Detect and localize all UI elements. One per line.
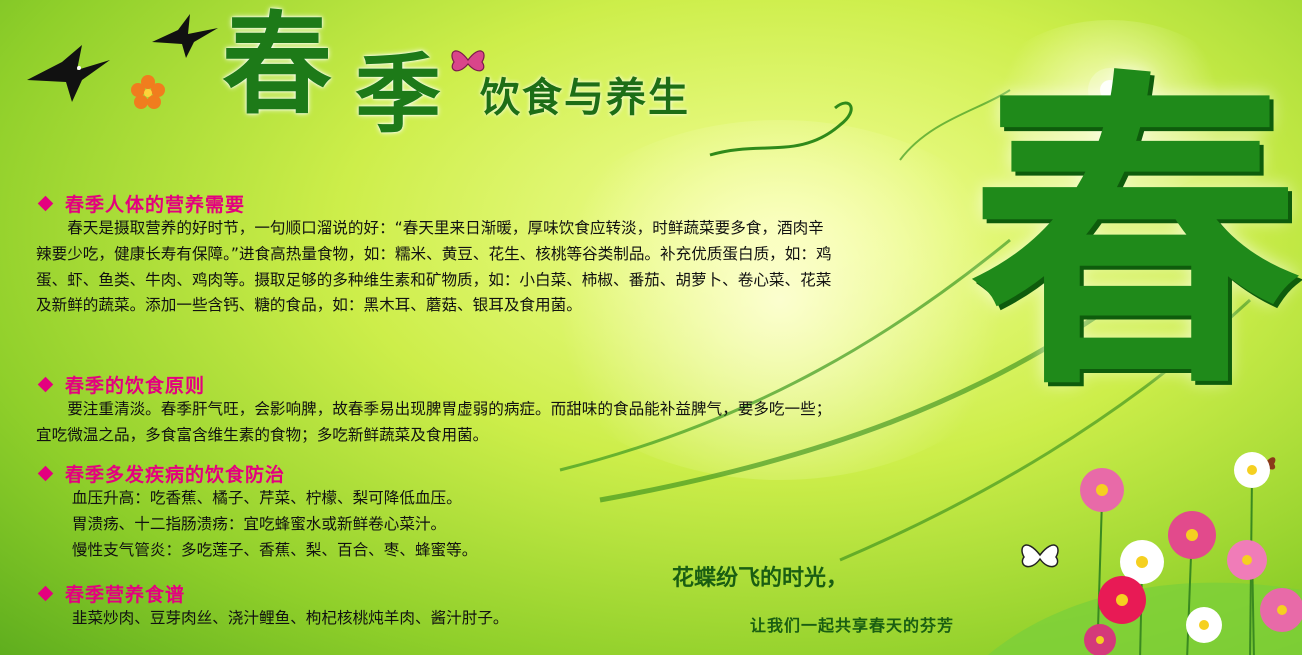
slogan-line-1: 花蝶纷飞的时光， [672,565,849,591]
flower-cluster [988,452,1302,655]
section-heading-text: 春季的饮食原则 [65,374,206,397]
section-heading-text: 春季营养食谱 [65,583,186,606]
swallow-icon [152,14,218,58]
section-heading: 春季人体的营养需要 [36,190,836,216]
title-character-ji: 季 [355,44,441,145]
butterfly-icon [451,50,485,72]
butterfly-icon [1021,544,1059,568]
list-item: 韭菜炒肉、豆芽肉丝、浇汁鲤鱼、枸杞核桃炖羊肉、酱汁肘子。 [71,609,509,627]
section-nutrition-needs: 春季人体的营养需要 春天是摄取营养的好时节，一句顺口溜说的好：“春天里来日渐暖，… [36,190,836,319]
section-heading-text: 春季多发疾病的饮食防治 [65,463,286,486]
light-glow [520,120,1040,480]
slogan-line-2: 让我们一起共享春天的芬芳 [750,616,955,635]
list-item: 慢性支气管炎：多吃莲子、香蕉、梨、百合、枣、蜂蜜等。 [71,540,478,559]
diamond-bullet-icon [37,376,54,392]
section-heading: 春季营养食谱 [36,580,836,606]
light-glow [980,20,1240,200]
flower-icon [131,75,165,109]
title-character-chun: 春 [222,0,332,129]
section-heading-text: 春季人体的营养需要 [65,193,246,216]
section-paragraph: 春天是摄取营养的好时节，一句顺口溜说的好：“春天里来日渐暖，厚味饮食应转淡，时鲜… [36,219,832,315]
big-spring-character: 春 [970,41,1300,429]
list-item: 血压升高：吃香蕉、橘子、芹菜、柠檬、梨可降低血压。 [71,489,462,507]
diamond-bullet-icon [37,585,54,601]
section-paragraph: 要注重清淡。春季肝气旺，会影响脾，故春季易出现脾胃虚弱的病症。而甜味的食品能补益… [36,400,832,444]
section-disease-prevention: 春季多发疾病的饮食防治 血压升高：吃香蕉、橘子、芹菜、柠檬、梨可降低血压。 胃溃… [36,460,836,563]
diamond-bullet-icon [37,465,54,481]
section-recipes: 春季营养食谱 韭菜炒肉、豆芽肉丝、浇汁鲤鱼、枸杞核桃炖羊肉、酱汁肘子。 [36,580,836,632]
section-diet-principles: 春季的饮食原则 要注重清淡。春季肝气旺，会影响脾，故春季易出现脾胃虚弱的病症。而… [36,371,836,449]
swallow-icon [27,45,110,102]
section-heading: 春季多发疾病的饮食防治 [36,460,836,486]
list-item: 胃溃疡、十二指肠溃疡：宜吃蜂蜜水或新鲜卷心菜汁。 [71,514,447,533]
page-subtitle: 饮食与养生 [480,75,690,121]
diamond-bullet-icon [37,195,54,211]
section-heading: 春季的饮食原则 [36,371,836,397]
